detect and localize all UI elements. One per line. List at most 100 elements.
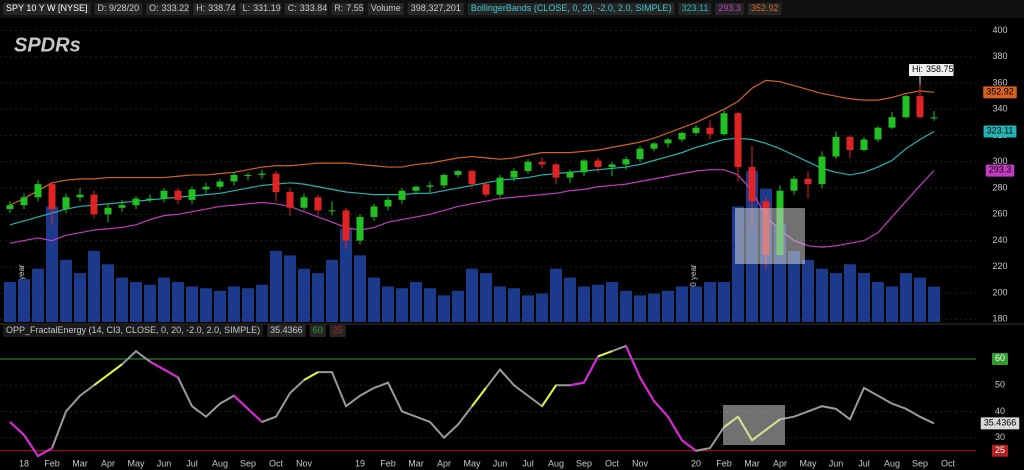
header-item-box <box>747 3 782 15</box>
header-item-part: H: <box>196 3 205 13</box>
candle-body <box>566 172 574 178</box>
high-label-part: Hi: <box>912 64 923 74</box>
candle-body <box>510 171 518 178</box>
indicator-segment <box>163 368 179 379</box>
volume-bar <box>704 282 716 322</box>
volume-bar <box>844 264 856 322</box>
volume-bar <box>466 268 478 322</box>
candle-body <box>664 139 672 144</box>
candle-body <box>62 197 70 210</box>
volume-bar <box>424 288 436 322</box>
study-value-box <box>267 325 306 337</box>
study-title-part: OPP_FractalEnergy (14, CI3, CLOSE, 0, 20… <box>6 325 260 335</box>
volume-bar <box>88 250 100 322</box>
volume-bar <box>256 284 268 322</box>
indicator-segment <box>9 421 25 436</box>
header-item-part: SPY 10 Y W [NYSE] <box>6 3 88 13</box>
header-item: O: 333.22 <box>149 3 189 13</box>
level-label: 60 <box>995 353 1005 363</box>
indicator-segment <box>541 384 557 407</box>
candle-body <box>930 117 938 119</box>
volume-bar <box>144 284 156 322</box>
x-tick-label: Aug <box>548 458 564 468</box>
highlight-box <box>723 405 785 445</box>
volume-bar <box>438 295 450 322</box>
candle-body <box>748 167 756 202</box>
y-tick-label: 360 <box>992 77 1007 87</box>
last-value-box <box>985 164 1015 177</box>
indicator-segment <box>23 434 39 457</box>
header-item-part: 333.22 <box>162 3 190 13</box>
header-item-box <box>239 3 281 15</box>
x-tick-label: Jul <box>186 458 198 468</box>
header-item-part: 7.55 <box>346 3 364 13</box>
volume-bar <box>676 286 688 322</box>
candle-body <box>902 96 910 118</box>
x-tick-label: Mar <box>408 458 424 468</box>
candle-body <box>300 197 308 208</box>
last-value: 35.4366 <box>984 418 1017 428</box>
header-item-box <box>3 3 91 15</box>
x-tick-label: Nov <box>296 458 313 468</box>
volume-bar <box>452 290 464 322</box>
volume-bar <box>46 206 58 322</box>
x-tick-label: Feb <box>380 458 396 468</box>
volume-bar <box>18 279 30 322</box>
volume-bar <box>186 286 198 322</box>
candle-body <box>188 189 196 200</box>
header-item-box <box>284 3 328 15</box>
candle-body <box>258 173 266 175</box>
header-item: 352.92 <box>751 3 779 13</box>
candle-body <box>286 192 294 208</box>
volume-bar <box>214 290 226 322</box>
candle-body <box>356 216 364 241</box>
volume-bar <box>662 290 674 322</box>
x-tick-label: Apr <box>101 458 115 468</box>
candle-body <box>342 210 350 241</box>
volume-bar <box>60 259 72 322</box>
header-item-part: BollingerBands (CLOSE, 0, 20, -2.0, 2.0,… <box>471 3 672 13</box>
volume-bar <box>172 282 184 322</box>
level-label-part: 60 <box>995 353 1005 363</box>
volume-bar <box>284 255 296 322</box>
header-item-box <box>678 3 712 15</box>
candle-body <box>790 178 798 191</box>
highlight-box <box>735 208 805 264</box>
level-label-part: 25 <box>995 445 1005 455</box>
indicator-segment <box>149 360 165 371</box>
candle-body <box>6 205 14 210</box>
x-tick-label: Feb <box>44 458 60 468</box>
x-tick-label: Oct <box>605 458 620 468</box>
volume-bar <box>410 282 422 322</box>
indicator-segment <box>569 381 585 387</box>
x-tick-label: Sep <box>912 458 928 468</box>
volume-bar <box>536 293 548 322</box>
last-value-box <box>983 86 1017 99</box>
indicator-segment <box>233 395 249 410</box>
x-tick-label: Oct <box>941 458 956 468</box>
indicator-segment <box>681 439 697 452</box>
volume-bar <box>130 282 142 322</box>
volume-bar <box>858 273 870 322</box>
y-tick-label: 220 <box>992 261 1007 271</box>
last-value: 293.3 <box>989 165 1012 175</box>
volume-bar <box>228 286 240 322</box>
volume-bar <box>480 273 492 322</box>
candle-body <box>860 139 868 150</box>
candle-body <box>552 164 560 178</box>
header-item-part: 398,327,201 <box>411 3 461 13</box>
header-item-part: 323.11 <box>681 3 708 13</box>
volume-bar <box>270 250 282 322</box>
candle-body <box>580 160 588 173</box>
x-tick-label: May <box>463 458 481 468</box>
candle-body <box>90 194 98 215</box>
volume-bar <box>578 286 590 322</box>
candle-body <box>874 127 882 140</box>
candle-body <box>272 173 280 193</box>
volume-bar <box>382 286 394 322</box>
candle-body <box>734 113 742 168</box>
volume-bar <box>522 295 534 322</box>
indicator-segment <box>639 376 655 402</box>
